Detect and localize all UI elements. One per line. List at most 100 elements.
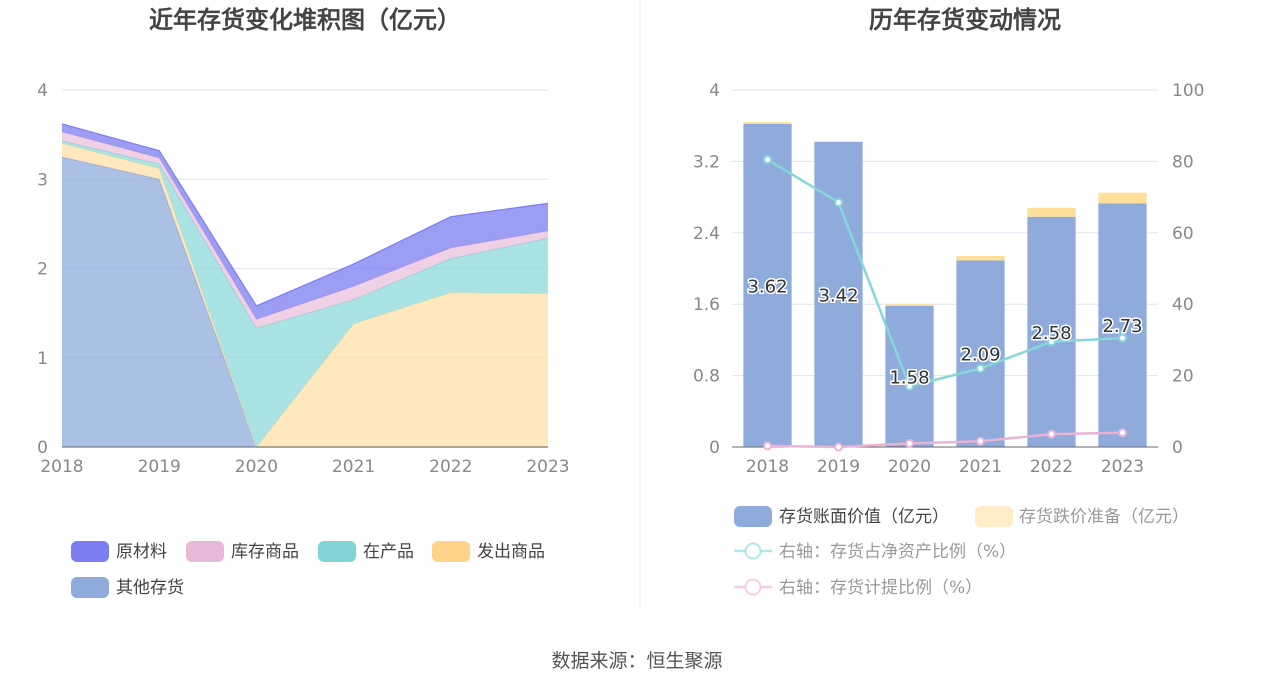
legend-label: 存货账面价值（亿元） <box>779 507 949 527</box>
bar-impairment <box>956 256 1005 261</box>
right-lines <box>763 155 1127 452</box>
right-y-tick-label: 3.2 <box>693 152 720 172</box>
line-series-1 <box>767 431 1123 449</box>
left-areas <box>61 123 549 449</box>
bar-data-label: 2.09 <box>960 345 1000 366</box>
line-point-1 <box>763 441 772 451</box>
bar-impairment <box>1098 192 1147 204</box>
legend-label: 原材料 <box>116 542 167 562</box>
left-y-tick-label: 3 <box>37 170 48 190</box>
right-y2-tick-label: 60 <box>1172 224 1194 244</box>
right-chart-title: 历年存货变动情况 <box>869 6 1061 34</box>
line-point-0 <box>976 363 985 373</box>
bar-book-value <box>1027 216 1076 447</box>
right-x-tick-label: 2021 <box>959 457 1002 477</box>
left-y-ticks: 0 1 2 3 4 <box>37 81 48 458</box>
line-point-0 <box>1118 333 1127 343</box>
left-x-ticks: 2018 2019 2020 2021 2022 2023 <box>40 457 569 477</box>
bar-data-label: 2.58 <box>1031 323 1071 344</box>
area-series-4 <box>62 123 548 320</box>
bar-data-label: 2.73 <box>1102 316 1142 337</box>
right-x-tick-label: 2022 <box>1030 457 1073 477</box>
right-y2-tick-label: 80 <box>1172 152 1194 172</box>
legend-swatch <box>71 577 109 598</box>
line-point-0 <box>834 197 843 207</box>
right-y2-tick-label: 0 <box>1172 438 1183 458</box>
left-y-tick-label: 4 <box>37 81 48 101</box>
right-y-tick-label: 1.6 <box>693 295 720 315</box>
line-series-0 <box>766 158 1123 388</box>
area-series-2 <box>62 140 548 447</box>
legend-label: 右轴：存货占净资产比例（%） <box>779 542 1016 562</box>
legend-swatch <box>186 541 224 562</box>
right-legend: 存货账面价值（亿元） 存货跌价准备（亿元）右轴：存货占净资产比例（%） 右轴：存货计… <box>734 506 1189 598</box>
right-x-tick-label: 2018 <box>746 457 789 477</box>
bar-impairment <box>885 304 934 306</box>
right-x-tick-label: 2019 <box>817 457 860 477</box>
left-y-tick-label: 2 <box>37 260 48 280</box>
legend-swatch <box>734 506 772 527</box>
left-x-tick-label: 2021 <box>332 457 375 477</box>
line-point-0 <box>763 155 772 165</box>
area-series-0 <box>62 156 548 447</box>
bar-book-value <box>1098 203 1147 447</box>
right-bars <box>743 122 1147 447</box>
right-data-labels: 3.62 3.42 1.58 2.09 2.58 2.73 <box>746 275 1144 390</box>
left-chart-title: 近年存货变化堆积图（亿元） <box>149 6 461 34</box>
bar-book-value <box>885 305 934 447</box>
right-x-tick-label: 2020 <box>888 457 931 477</box>
legend-swatch <box>975 506 1013 527</box>
line-point-1 <box>905 438 914 448</box>
bar-data-label: 3.62 <box>747 276 787 297</box>
right-y2-ticks: 0 20 40 60 80 100 <box>1172 81 1204 458</box>
inventory-stacked-area-chart: 近年存货变化堆积图（亿元） 0 1 2 3 4 2018 2019 2020 2021 2022… <box>37 6 570 598</box>
right-y2-tick-label: 100 <box>1172 81 1204 101</box>
bar-data-label: 3.42 <box>818 285 858 306</box>
legend-swatch <box>71 541 109 562</box>
legend-label: 存货跌价准备（亿元） <box>1019 507 1189 527</box>
right-y2-tick-label: 40 <box>1172 295 1194 315</box>
area-series-3 <box>62 131 548 329</box>
line-point-0 <box>905 381 914 391</box>
legend-label: 其他存货 <box>116 578 184 598</box>
right-grid <box>732 89 1158 377</box>
legend-label: 库存商品 <box>231 542 299 562</box>
left-x-tick-label: 2018 <box>40 457 83 477</box>
line-point-1 <box>1047 429 1056 439</box>
line-point-1 <box>834 442 843 452</box>
bar-data-label: 1.58 <box>889 367 929 388</box>
left-x-tick-label: 2020 <box>235 457 278 477</box>
legend-swatch <box>318 541 356 562</box>
bar-book-value <box>743 123 792 447</box>
legend-label: 在产品 <box>363 542 414 562</box>
line-point-0 <box>1047 337 1056 347</box>
left-x-tick-label: 2023 <box>526 457 569 477</box>
bar-impairment <box>1027 207 1076 217</box>
right-y-tick-label: 4 <box>709 81 720 101</box>
area-series-1 <box>62 143 548 448</box>
area-series-edge-4 <box>61 123 549 307</box>
right-y-tick-label: 2.4 <box>693 224 720 244</box>
line-point-1 <box>1118 428 1127 438</box>
legend-label: 右轴：存货计提比例（%） <box>779 578 982 598</box>
left-x-tick-label: 2019 <box>138 457 181 477</box>
legend-label: 发出商品 <box>477 542 545 562</box>
right-x-ticks: 2018 2019 2020 2021 2022 2023 <box>746 457 1144 477</box>
inventory-change-bar-chart: 历年存货变动情况 3.62 3.42 1.58 2.09 2.58 2.73 0 0.8 1.… <box>693 6 1205 598</box>
right-y-tick-label: 0 <box>709 438 720 458</box>
legend-line-marker <box>744 578 762 596</box>
left-y-tick-label: 0 <box>37 438 48 458</box>
left-x-tick-label: 2022 <box>429 457 472 477</box>
area-series-edge-1 <box>61 142 549 449</box>
bar-impairment <box>743 122 792 124</box>
left-y-tick-label: 1 <box>37 349 48 369</box>
right-y-tick-label: 0.8 <box>693 367 720 387</box>
bar-book-value <box>956 260 1005 447</box>
right-x-tick-label: 2023 <box>1101 457 1144 477</box>
right-y2-tick-label: 20 <box>1172 367 1194 387</box>
legend-swatch <box>432 541 470 562</box>
right-y-ticks: 0 0.8 1.6 2.4 3.2 4 <box>693 81 720 458</box>
legend-line-marker <box>744 542 762 560</box>
